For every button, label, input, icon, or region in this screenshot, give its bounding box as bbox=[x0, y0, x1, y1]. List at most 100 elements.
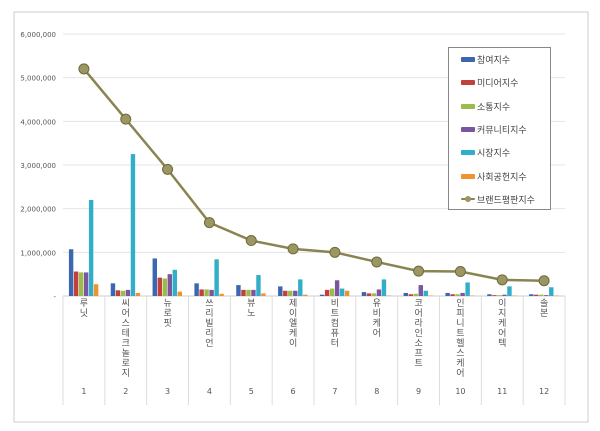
bar-소통지수 bbox=[497, 295, 502, 296]
bar-시장지수 bbox=[172, 269, 177, 296]
line-point bbox=[245, 235, 257, 247]
bar-소통지수 bbox=[204, 289, 209, 296]
bar-커뮤니티지수 bbox=[502, 294, 507, 296]
rank-label: 11 bbox=[497, 387, 508, 396]
legend-item: 사회공헌지수 bbox=[461, 170, 527, 183]
bar-참여지수 bbox=[236, 285, 241, 296]
legend-line-marker-icon bbox=[461, 196, 475, 203]
rank-label: 12 bbox=[538, 387, 550, 396]
line-point bbox=[329, 246, 341, 258]
bar-소통지수 bbox=[455, 294, 460, 296]
rank-label: 1 bbox=[81, 387, 87, 396]
legend-label: 커뮤니티지수 bbox=[477, 125, 527, 136]
category-label: 루닛 bbox=[79, 299, 89, 319]
bar-사회공헌지수 bbox=[135, 292, 141, 296]
legend-swatch bbox=[461, 173, 475, 179]
legend-item: 시장지수 bbox=[461, 146, 510, 159]
legend-item: 참여지수 bbox=[461, 53, 510, 66]
bar-커뮤니티지수 bbox=[460, 292, 465, 296]
bar-미디어지수 bbox=[534, 294, 539, 296]
line-point bbox=[538, 275, 550, 287]
bar-커뮤니티지수 bbox=[209, 289, 214, 296]
rank-label: 7 bbox=[332, 387, 338, 396]
legend-swatch bbox=[461, 150, 475, 156]
bar-참여지수 bbox=[152, 258, 157, 296]
line-point bbox=[371, 256, 383, 268]
bar-시장지수 bbox=[130, 154, 136, 296]
rank-label: 5 bbox=[248, 387, 254, 396]
category-label: 쓰리빌리언 bbox=[205, 299, 214, 349]
category-label: 뷰노 bbox=[247, 299, 256, 319]
rank-label: 3 bbox=[165, 387, 171, 396]
bar-소통지수 bbox=[371, 293, 377, 296]
category-label: 솔본 bbox=[539, 299, 549, 319]
legend-label: 사회공헌지수 bbox=[477, 172, 527, 183]
bar-미디어지수 bbox=[283, 290, 288, 296]
legend-item: 소통지수 bbox=[461, 100, 510, 113]
bar-시장지수 bbox=[549, 287, 554, 296]
y-tick-label: 2,000,000 bbox=[20, 206, 56, 214]
bar-미디어지수 bbox=[408, 294, 413, 296]
rank-label: 9 bbox=[416, 387, 422, 396]
legend-label: 시장지수 bbox=[477, 149, 511, 160]
bar-시장지수 bbox=[214, 259, 219, 296]
bar-소통지수 bbox=[329, 288, 335, 296]
bar-소통지수 bbox=[162, 278, 167, 296]
bar-참여지수 bbox=[110, 283, 116, 296]
bar-참여지수 bbox=[403, 292, 408, 296]
bar-미디어지수 bbox=[366, 293, 372, 296]
legend-label: 참여지수 bbox=[477, 56, 511, 66]
category-label: 유비케어 bbox=[372, 299, 381, 339]
legend-swatch bbox=[461, 126, 475, 132]
legend-item: 브랜드평판지수 bbox=[461, 193, 535, 206]
bar-커뮤니티지수 bbox=[418, 285, 423, 296]
legend-swatch bbox=[461, 103, 475, 109]
bar-미디어지수 bbox=[241, 289, 246, 296]
bar-미디어지수 bbox=[450, 294, 455, 296]
line-point bbox=[413, 265, 425, 277]
bar-참여지수 bbox=[68, 249, 74, 296]
bar-커뮤니티지수 bbox=[167, 274, 172, 296]
line-point bbox=[287, 243, 299, 255]
line-point bbox=[162, 163, 174, 175]
line-point bbox=[120, 113, 132, 125]
line-point bbox=[203, 217, 215, 229]
legend-label: 미디어지수 bbox=[477, 79, 519, 90]
y-tick-label: 6,000,000 bbox=[20, 31, 56, 39]
bar-소통지수 bbox=[539, 294, 544, 296]
bar-참여지수 bbox=[361, 292, 367, 296]
bar-커뮤니티지수 bbox=[83, 272, 89, 296]
y-tick-label: 5,000,000 bbox=[20, 75, 56, 83]
rank-label: 8 bbox=[374, 387, 380, 396]
bar-시장지수 bbox=[507, 286, 512, 296]
bar-커뮤니티지수 bbox=[376, 289, 382, 296]
bar-미디어지수 bbox=[157, 277, 162, 296]
rank-label: 2 bbox=[123, 387, 129, 396]
bar-시장지수 bbox=[423, 290, 428, 296]
bar-사회공헌지수 bbox=[344, 290, 350, 296]
bar-커뮤니티지수 bbox=[125, 289, 131, 296]
bar-소통지수 bbox=[413, 293, 418, 296]
rank-label: 4 bbox=[206, 387, 212, 396]
bar-참여지수 bbox=[319, 294, 325, 296]
bar-시장지수 bbox=[256, 275, 261, 296]
legend-label: 소통지수 bbox=[477, 102, 511, 113]
bar-사회공헌지수 bbox=[261, 293, 266, 296]
bar-사회공헌지수 bbox=[303, 294, 308, 296]
bar-시장지수 bbox=[88, 199, 94, 296]
y-tick-label: 4,000,000 bbox=[20, 118, 56, 126]
bar-시장지수 bbox=[381, 279, 387, 296]
category-label: 코어라인소프트 bbox=[414, 299, 423, 369]
bar-참여지수 bbox=[487, 294, 492, 296]
bar-사회공헌지수 bbox=[219, 293, 224, 296]
y-tick-label: - bbox=[53, 293, 56, 301]
bar-시장지수 bbox=[339, 288, 345, 296]
legend-label: 브랜드평판지수 bbox=[477, 195, 535, 206]
category-label: 제이엘케이 bbox=[288, 299, 298, 349]
line-point bbox=[78, 63, 90, 75]
category-label: 씨어스테크놀로지 bbox=[121, 299, 130, 379]
bar-시장지수 bbox=[298, 279, 303, 296]
bar-참여지수 bbox=[194, 283, 199, 296]
